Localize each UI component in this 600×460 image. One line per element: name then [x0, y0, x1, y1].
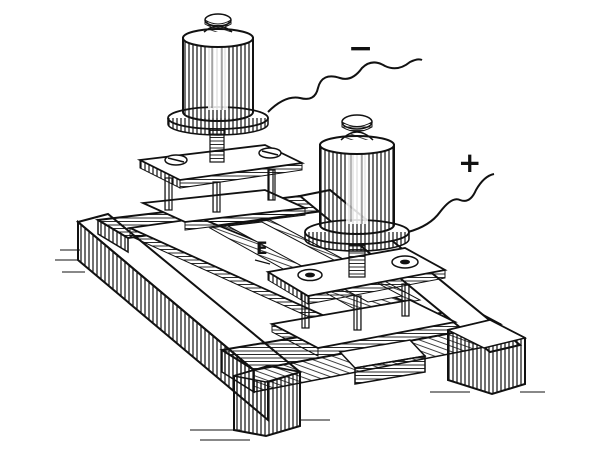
right-terminal-assembly [265, 114, 448, 331]
negative-wire [267, 58, 423, 113]
negative-terminal-label: − [348, 31, 373, 66]
positive-terminal-label: + [458, 146, 481, 179]
plate-label: E [256, 239, 268, 259]
left-terminal-assembly [136, 13, 306, 213]
ground-hatching [55, 249, 545, 441]
positive-wire [407, 173, 495, 233]
